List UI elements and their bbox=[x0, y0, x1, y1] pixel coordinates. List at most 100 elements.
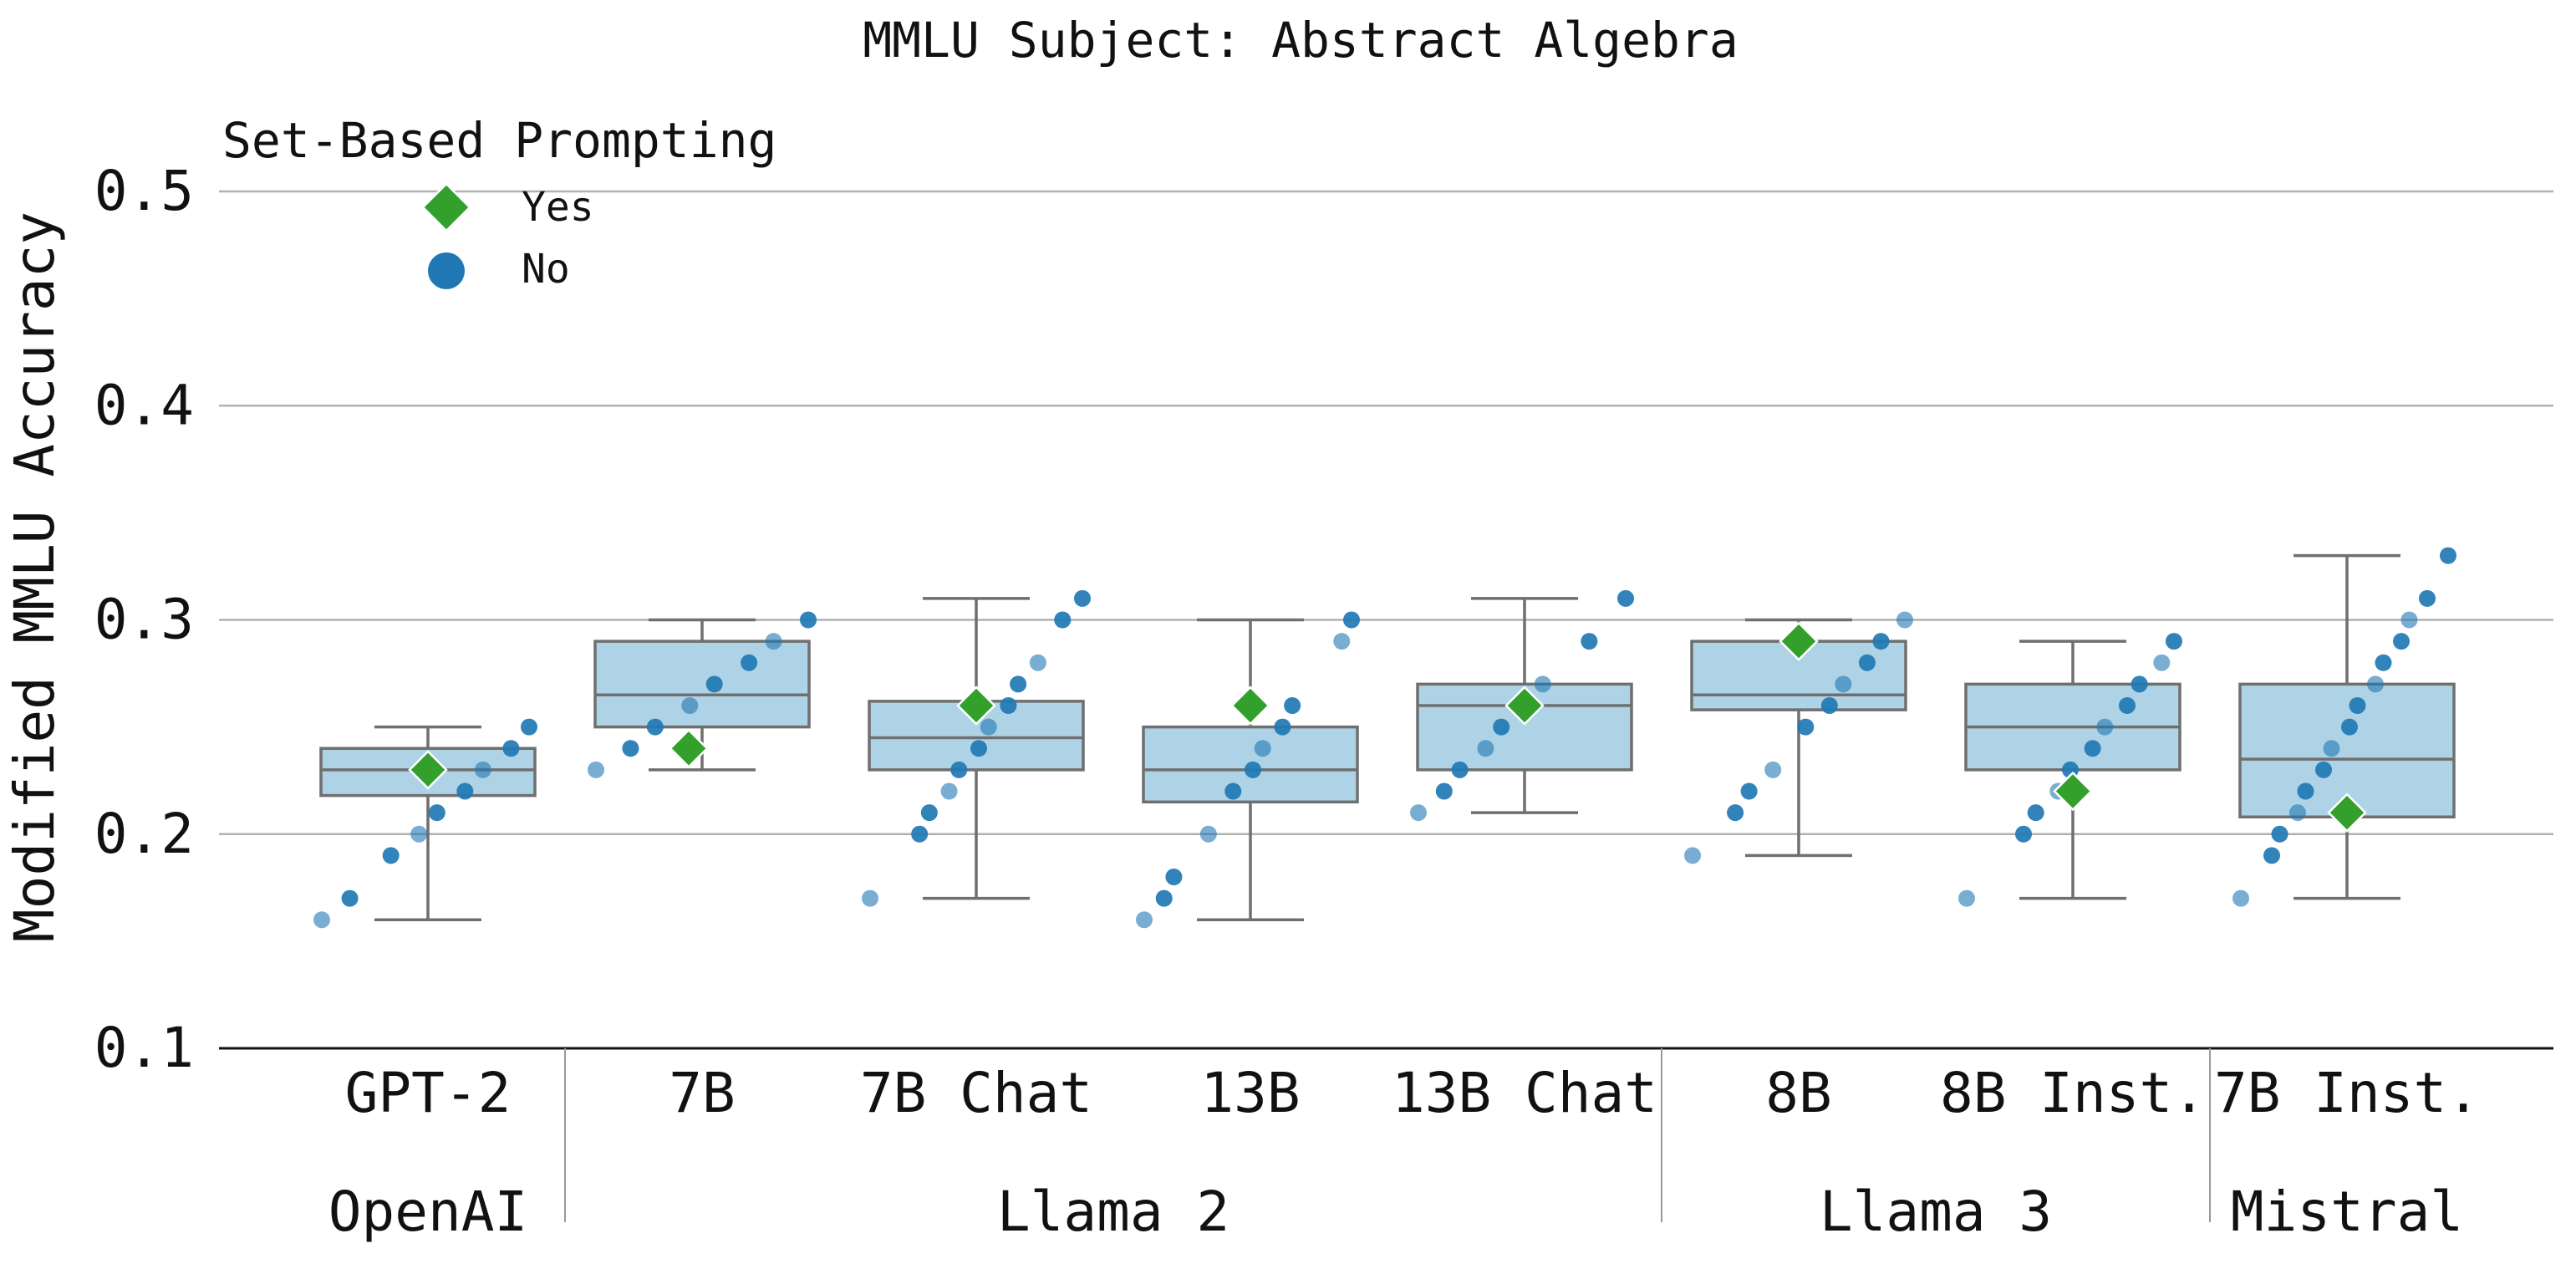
yes-point bbox=[2053, 771, 2093, 812]
no-point bbox=[1435, 782, 1453, 800]
no-point bbox=[1165, 869, 1183, 885]
no-point bbox=[741, 654, 758, 671]
no-point bbox=[2349, 697, 2366, 714]
group-label: Llama 2 bbox=[997, 1180, 1229, 1244]
no-point bbox=[1410, 804, 1427, 822]
no-point bbox=[862, 889, 878, 907]
no-point bbox=[2419, 589, 2436, 607]
no-point bbox=[2315, 761, 2332, 778]
no-point bbox=[1727, 804, 1744, 822]
no-point bbox=[2119, 697, 2136, 714]
no-point bbox=[1896, 611, 1913, 629]
yes-point bbox=[1779, 621, 1819, 661]
yes-point bbox=[956, 685, 996, 726]
y-axis-label: Modified MMLU Accuracy bbox=[3, 212, 67, 942]
no-point bbox=[1835, 675, 1852, 693]
no-point bbox=[1858, 654, 1876, 671]
legend-label: Yes bbox=[522, 184, 594, 231]
no-point bbox=[1797, 718, 1815, 736]
no-point bbox=[1245, 761, 1261, 778]
yes-point bbox=[1230, 685, 1270, 726]
no-point bbox=[1000, 697, 1017, 714]
no-point bbox=[2015, 825, 2032, 843]
no-point bbox=[970, 740, 987, 757]
legend: Set-Based Prompting Yes No bbox=[222, 112, 776, 293]
yes-point bbox=[669, 728, 709, 769]
no-point bbox=[1534, 675, 1551, 693]
no-point bbox=[2393, 633, 2410, 650]
group-label: Mistral bbox=[2231, 1180, 2463, 1244]
legend-title: Set-Based Prompting bbox=[222, 112, 776, 169]
no-point bbox=[1074, 589, 1091, 607]
x-tick-label: 8B bbox=[1765, 1061, 1831, 1125]
box-8b bbox=[1690, 618, 1907, 858]
yes-point bbox=[1504, 685, 1545, 726]
no-point bbox=[1274, 718, 1291, 736]
group-label: OpenAI bbox=[328, 1180, 527, 1244]
group-labels: OpenAI Llama 2 Llama 3 Mistral bbox=[328, 1048, 2463, 1244]
no-point bbox=[2323, 740, 2340, 757]
no-point bbox=[980, 718, 997, 736]
no-point bbox=[588, 761, 604, 778]
no-point bbox=[1199, 825, 1217, 843]
x-tick-label: 13B bbox=[1200, 1061, 1300, 1125]
x-tick-label: GPT-2 bbox=[345, 1061, 512, 1125]
no-point bbox=[2297, 782, 2314, 800]
no-point bbox=[765, 633, 782, 650]
legend-marker bbox=[421, 182, 471, 232]
legend-label: No bbox=[522, 246, 570, 293]
legend-entry-yes: Yes bbox=[421, 182, 594, 232]
no-point bbox=[502, 740, 520, 757]
no-point bbox=[313, 911, 330, 929]
no-point bbox=[681, 697, 699, 714]
no-point bbox=[940, 782, 958, 800]
y-tick-label: 0.5 bbox=[94, 159, 194, 223]
no-point bbox=[1254, 740, 1271, 757]
no-point bbox=[1284, 697, 1301, 714]
no-point bbox=[1029, 654, 1046, 671]
no-point bbox=[622, 740, 639, 757]
no-point bbox=[1581, 633, 1598, 650]
no-point bbox=[2131, 675, 2148, 693]
no-point bbox=[1136, 911, 1153, 929]
no-point bbox=[521, 718, 537, 736]
no-point bbox=[2096, 718, 2114, 736]
yes-point bbox=[2327, 792, 2367, 833]
no-point bbox=[1617, 589, 1634, 607]
y-tick-label: 0.2 bbox=[94, 802, 194, 866]
no-point bbox=[646, 718, 664, 736]
no-point bbox=[410, 825, 428, 843]
y-tick-label: 0.4 bbox=[94, 373, 194, 437]
no-point bbox=[428, 804, 445, 822]
x-tick-labels: GPT-2 7B 7B Chat 13B 13B Chat 8B 8B Inst. 7B In… bbox=[345, 1061, 2480, 1125]
no-point bbox=[2271, 825, 2288, 843]
no-point bbox=[1451, 761, 1469, 778]
yes-point bbox=[408, 750, 448, 790]
no-point bbox=[800, 611, 817, 629]
no-point bbox=[1958, 889, 1975, 907]
y-tick-labels: 0.1 0.2 0.3 0.4 0.5 bbox=[94, 159, 194, 1080]
no-point bbox=[2263, 847, 2280, 864]
group-label: Llama 3 bbox=[1820, 1180, 2052, 1244]
no-point bbox=[2027, 804, 2044, 822]
no-point bbox=[1155, 889, 1173, 907]
no-point bbox=[1333, 633, 1351, 650]
no-point bbox=[705, 675, 723, 693]
x-tick-label: 7B Chat bbox=[860, 1061, 1092, 1125]
no-point bbox=[1010, 675, 1027, 693]
no-point bbox=[2289, 804, 2306, 822]
y-tick-label: 0.3 bbox=[94, 588, 194, 652]
no-point bbox=[2153, 654, 2171, 671]
no-point bbox=[2400, 611, 2418, 629]
no-point bbox=[1493, 718, 1510, 736]
no-point bbox=[2084, 740, 2101, 757]
data-points bbox=[313, 547, 2456, 929]
no-point bbox=[382, 847, 400, 864]
no-point bbox=[2375, 654, 2392, 671]
no-point bbox=[1872, 633, 1890, 650]
no-point bbox=[2440, 547, 2456, 564]
no-point bbox=[920, 804, 938, 822]
no-point bbox=[911, 825, 929, 843]
no-point bbox=[1477, 740, 1494, 757]
